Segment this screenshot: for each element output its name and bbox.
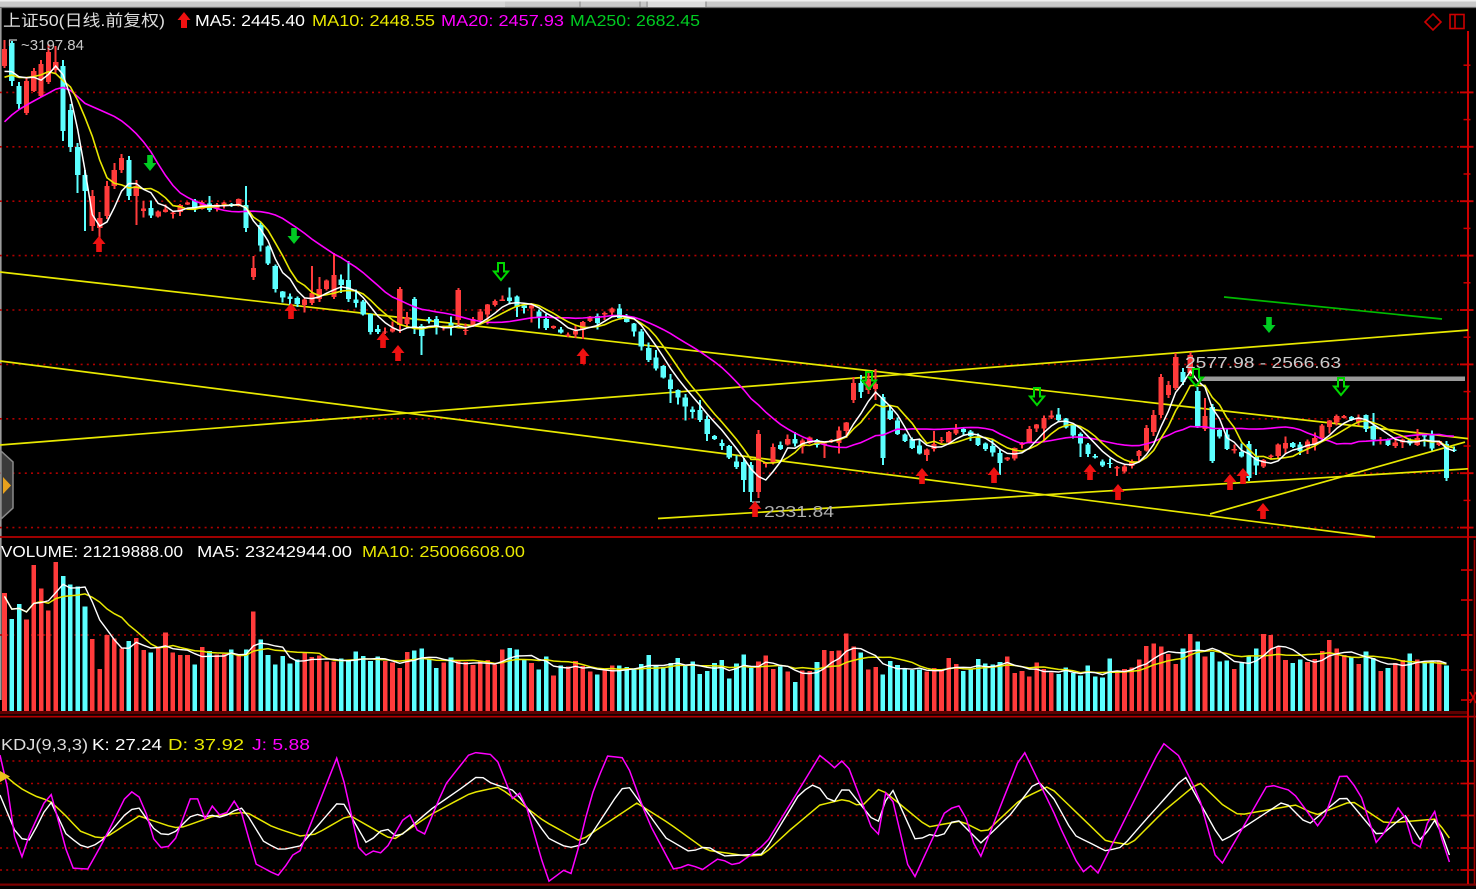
svg-text:D: 37.92: D: 37.92 <box>168 737 244 754</box>
svg-text:MA250: 2682.45: MA250: 2682.45 <box>570 13 700 30</box>
svg-text:2577.98 - 2566.63: 2577.98 - 2566.63 <box>1185 355 1341 372</box>
svg-text:MA5: 23242944.00: MA5: 23242944.00 <box>197 544 352 561</box>
svg-text:K: 27.24: K: 27.24 <box>92 737 162 754</box>
svg-text:~3197.84: ~3197.84 <box>21 37 84 54</box>
svg-text:MA20: 2457.93: MA20: 2457.93 <box>441 13 564 30</box>
svg-text:MA10: 25006608.00: MA10: 25006608.00 <box>362 544 525 561</box>
svg-text:KDJ(9,3,3): KDJ(9,3,3) <box>1 737 88 754</box>
svg-text:MA5: 2445.40: MA5: 2445.40 <box>195 13 305 30</box>
svg-text:J: 5.88: J: 5.88 <box>252 737 310 754</box>
svg-text:VOLUME: 21219888.00: VOLUME: 21219888.00 <box>1 544 183 561</box>
svg-text:上证50(日线.前复权): 上证50(日线.前复权) <box>3 12 165 30</box>
svg-text:2331.84: 2331.84 <box>764 504 834 521</box>
svg-text:MA10: 2448.55: MA10: 2448.55 <box>312 13 435 30</box>
